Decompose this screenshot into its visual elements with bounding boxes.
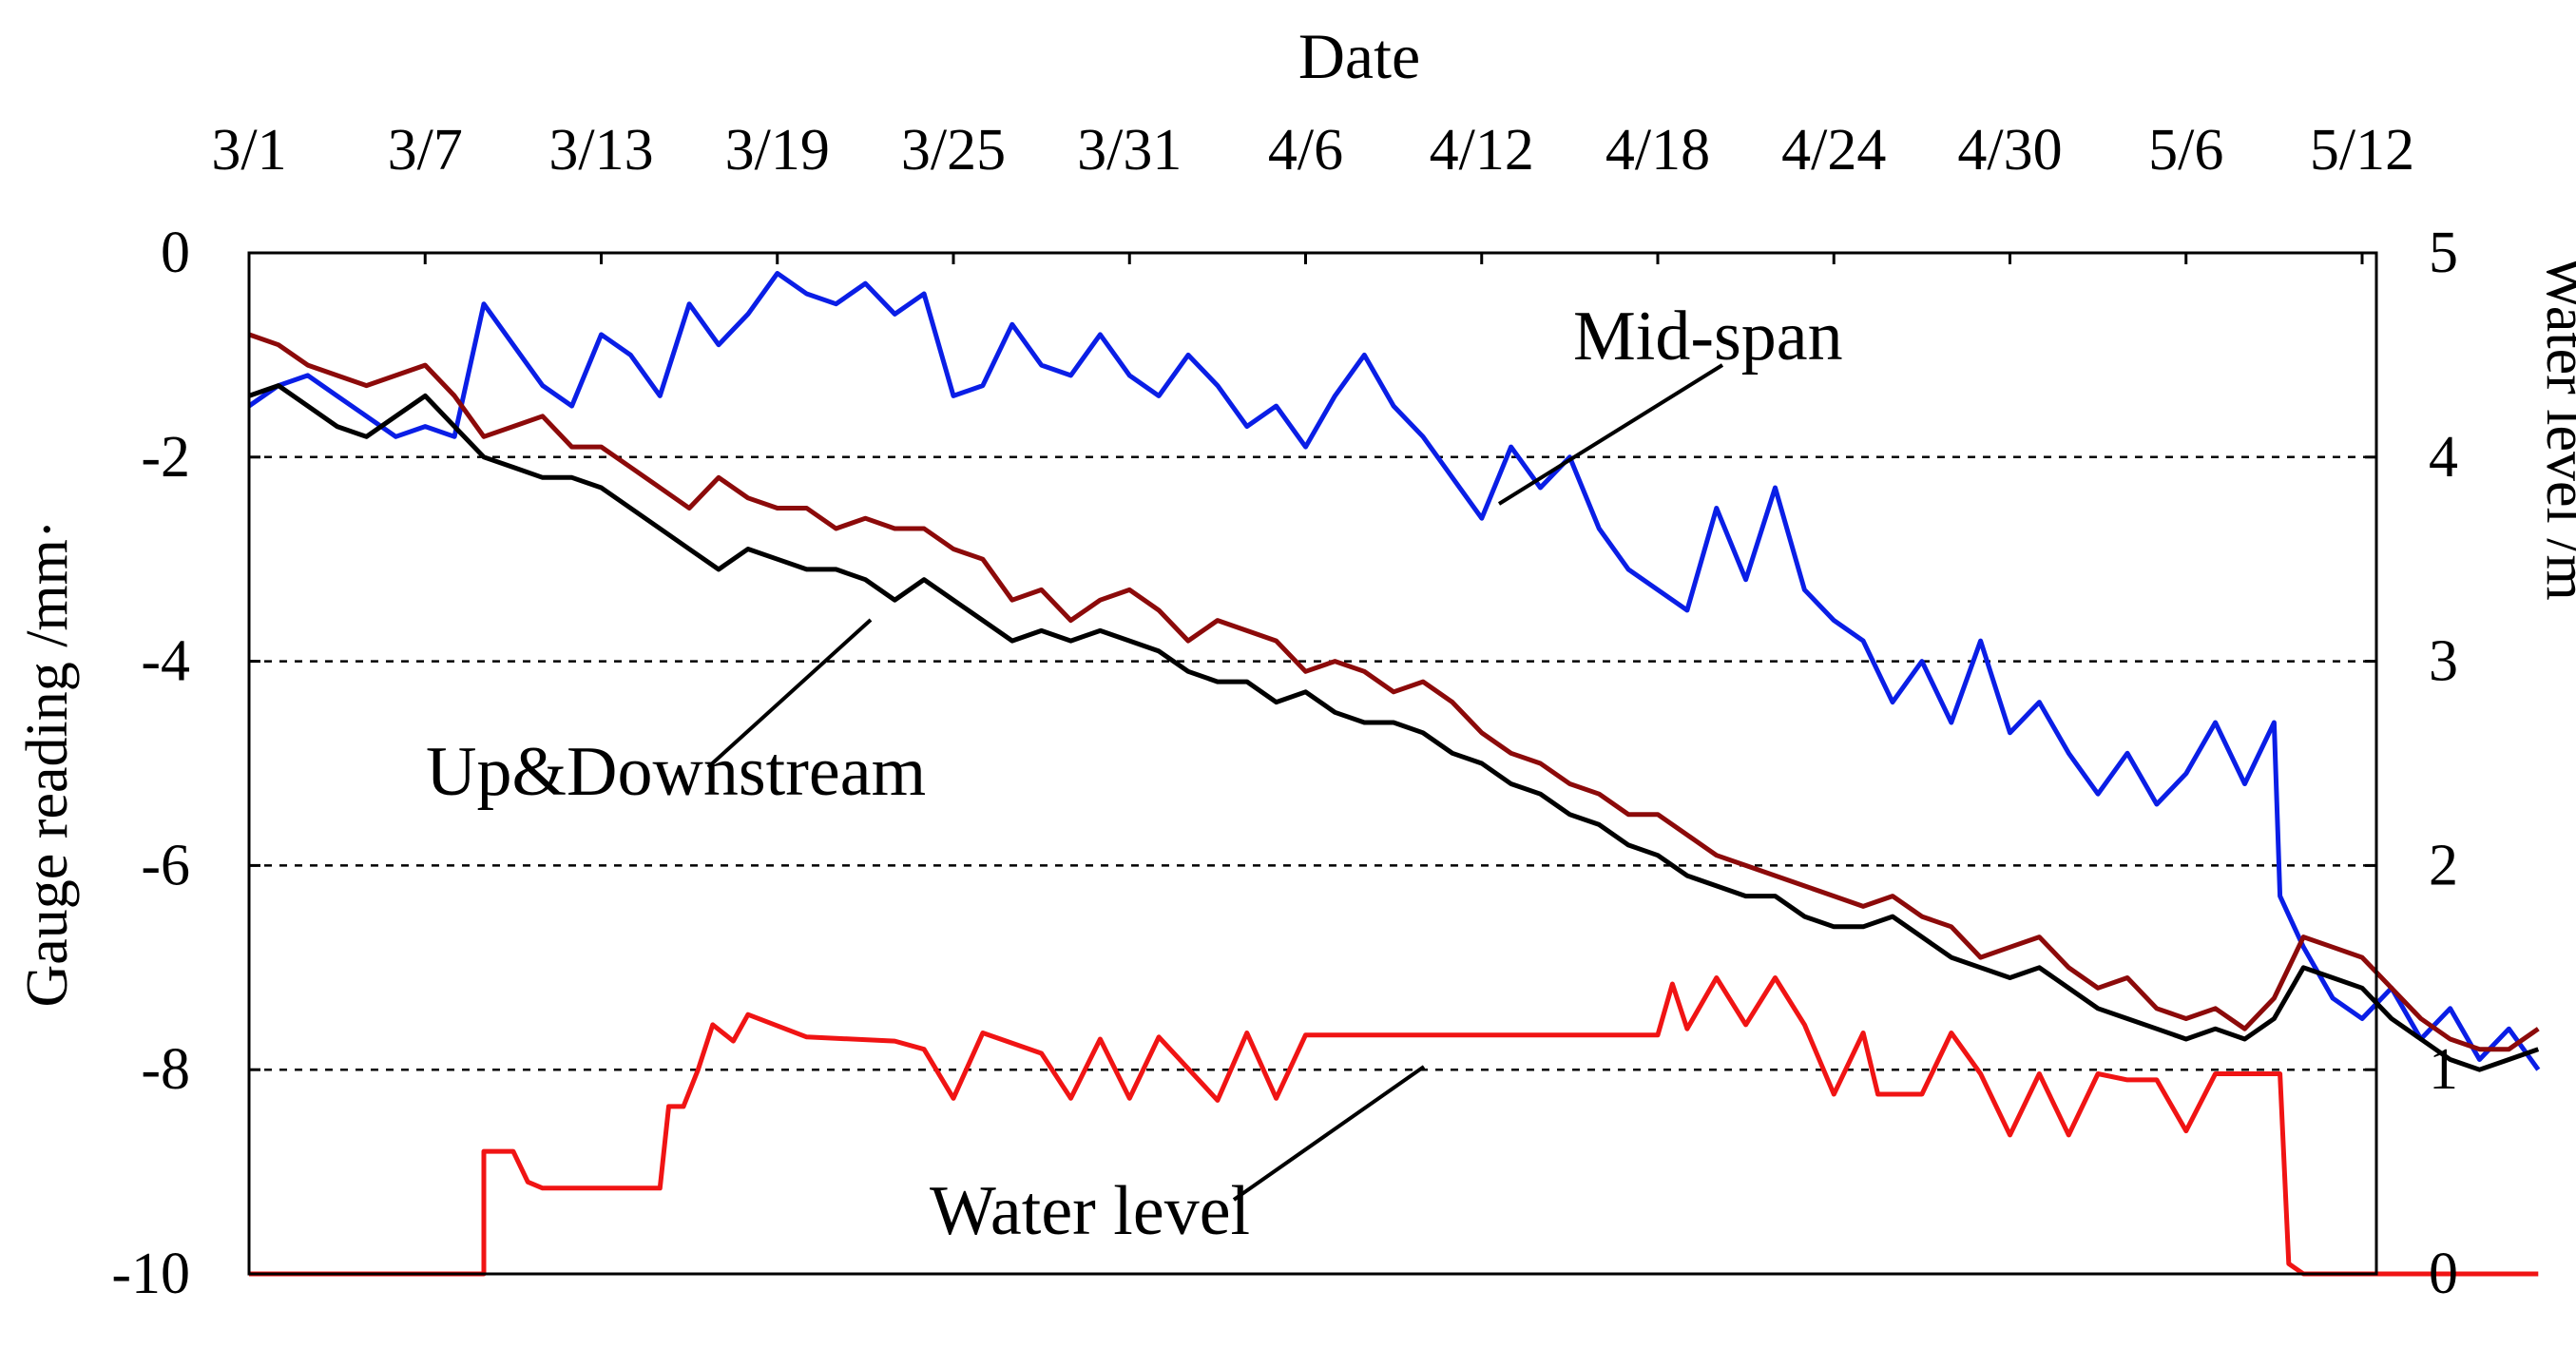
y-tick-labels: 0 -2 -4 -6 -8 -10 xyxy=(111,221,190,1306)
y-tick-label: -2 xyxy=(141,425,190,490)
series-line-upstream xyxy=(248,332,2540,1052)
y2-tick-label: 3 xyxy=(2429,629,2458,694)
series-lines xyxy=(247,271,2541,1277)
y-tick-label: 0 xyxy=(161,221,190,285)
x-tick-label: 5/12 xyxy=(2310,118,2414,183)
plot-frame xyxy=(247,251,2378,1276)
y2-tick-labels: 5 4 3 2 1 0 xyxy=(2429,221,2458,1306)
water-level-leader-line xyxy=(1232,1065,1426,1202)
up-downstream-leader-line xyxy=(706,618,873,769)
y2-tick-label: 4 xyxy=(2429,425,2458,490)
mid-span-leader-line xyxy=(1497,363,1724,506)
x-tick-label: 3/25 xyxy=(901,118,1006,183)
y2-tick-label: 1 xyxy=(2429,1037,2458,1102)
annotation-mid-span: Mid-span xyxy=(1573,298,1843,376)
x-tick-label: 5/6 xyxy=(2148,118,2223,183)
axis-ticks xyxy=(247,251,2376,1276)
x-tick-label: 4/18 xyxy=(1605,118,1710,183)
x-tick-label: 4/12 xyxy=(1430,118,1534,183)
x-tick-label: 3/7 xyxy=(388,118,463,183)
gridlines xyxy=(249,455,2376,1071)
x-tick-label: 4/24 xyxy=(1781,118,1886,183)
y-tick-label: -4 xyxy=(141,629,190,694)
series-line-mid-span xyxy=(247,271,2541,1071)
y-tick-label: -8 xyxy=(141,1037,190,1102)
x-axis-title: Date xyxy=(1298,20,1420,92)
y2-axis-title: Water level /m xyxy=(2534,255,2576,600)
x-tick-label: 4/6 xyxy=(1268,118,1343,183)
y2-tick-label: 5 xyxy=(2429,221,2458,285)
series-line-downstream xyxy=(248,383,2540,1072)
y2-tick-label: 2 xyxy=(2429,833,2458,897)
series-line-water-level xyxy=(249,975,2539,1277)
y-axis-title: Gauge reading /mm· xyxy=(15,519,80,1007)
y-tick-label: -10 xyxy=(111,1242,190,1306)
x-tick-label: 3/1 xyxy=(211,118,286,183)
annotation-up-downstream: Up&Downstream xyxy=(426,733,926,811)
x-tick-label: 3/13 xyxy=(548,118,653,183)
x-tick-label: 4/30 xyxy=(1957,118,2062,183)
y2-tick-label: 0 xyxy=(2429,1242,2458,1306)
x-tick-labels: 3/1 3/7 3/13 3/19 3/25 3/31 4/6 4/12 4/18 4/24 4/3… xyxy=(211,118,2414,183)
x-tick-label: 3/31 xyxy=(1077,118,1182,183)
y-tick-label: -6 xyxy=(141,833,190,897)
annotation-water-level: Water level xyxy=(930,1172,1250,1250)
x-tick-label: 3/19 xyxy=(725,118,830,183)
